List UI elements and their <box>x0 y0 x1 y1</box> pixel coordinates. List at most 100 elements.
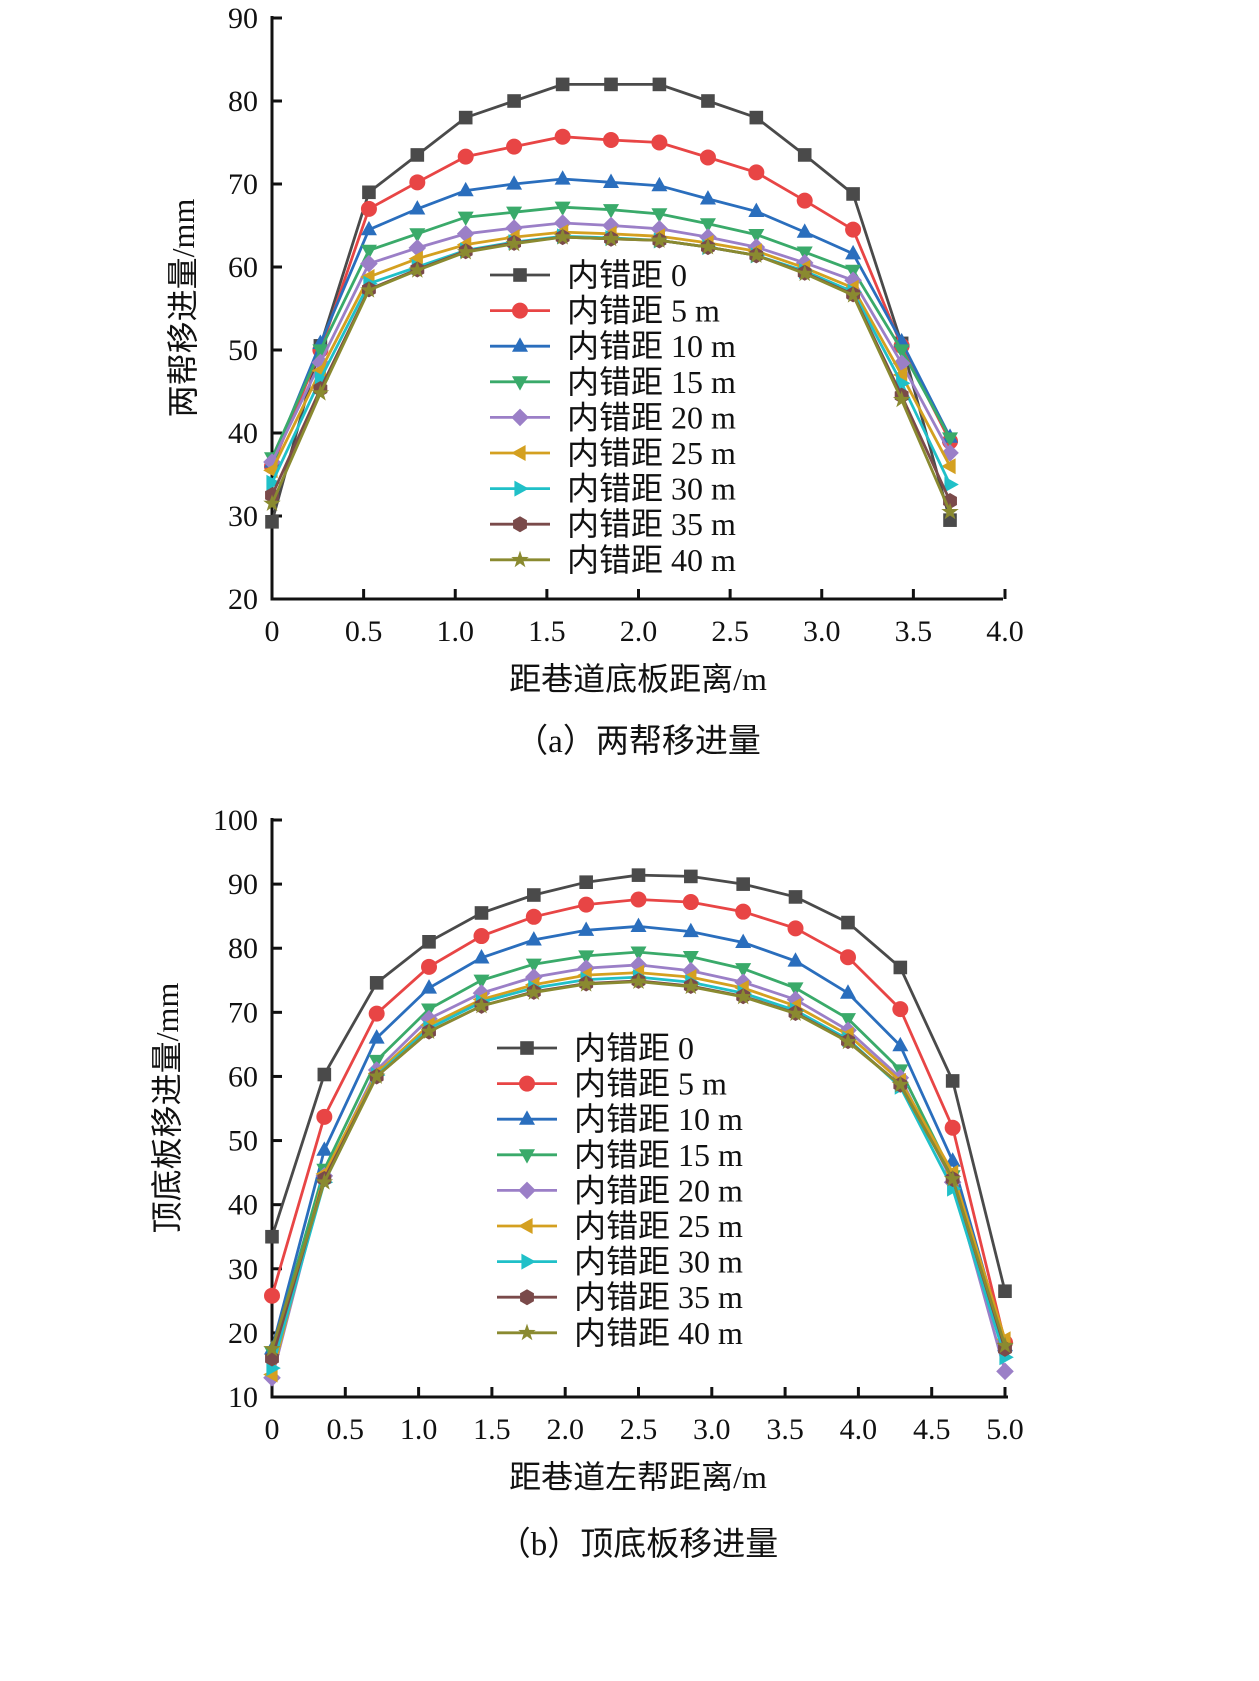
data-point-triangle-up <box>473 949 490 964</box>
x-tick-label: 2.5 <box>620 1413 658 1446</box>
y-tick-label: 90 <box>228 2 258 35</box>
data-point-star <box>682 977 700 995</box>
data-point-triangle-down <box>942 432 959 447</box>
legend-entry: 内错距 25 m <box>490 435 736 471</box>
y-tick-label: 80 <box>228 932 258 965</box>
legend-marker-diamond <box>518 1181 536 1200</box>
data-point-triangle-right <box>896 375 911 392</box>
data-point-circle <box>682 894 699 911</box>
data-point-triangle-up <box>554 170 571 185</box>
y-tick-label: 20 <box>228 1317 258 1350</box>
data-point-triangle-down <box>525 958 542 974</box>
data-point-triangle-up <box>651 176 668 192</box>
data-point-circle <box>457 148 474 165</box>
data-point-circle <box>360 200 377 217</box>
data-point-star <box>525 983 543 1000</box>
data-point-diamond <box>311 353 330 372</box>
legend-entry: 内错距 0 <box>490 257 687 293</box>
data-point-circle <box>603 132 620 149</box>
data-point-square <box>945 1074 960 1088</box>
y-tick-label: 100 <box>213 804 258 837</box>
data-point-square <box>893 960 908 975</box>
chart-b-roof-floor-displacement: 顶底板移进量/mm 距巷道左帮距离/m （b）顶底板移进量 10 20 30 40 50… <box>149 804 1024 1563</box>
data-point-square <box>736 877 750 891</box>
data-point-square <box>362 185 376 200</box>
series-1 <box>264 891 1013 1351</box>
data-point-triangle-right <box>944 476 959 493</box>
data-point-circle <box>473 928 490 945</box>
data-point-triangle-up <box>506 175 523 190</box>
data-point-diamond <box>629 956 648 974</box>
legend-entry: 内错距 10 m <box>490 328 736 364</box>
x-tick-label: 1.0 <box>400 1413 438 1446</box>
x-tick-label: 0 <box>265 615 280 648</box>
legend-marker-triangle-up <box>519 1110 535 1125</box>
legend-marker-triangle-left <box>518 1218 533 1234</box>
data-point-star <box>699 237 717 255</box>
data-point-diamond <box>263 453 281 471</box>
chart-a-caption: （a）两帮移进量 <box>515 723 761 760</box>
legend-marker-triangle-left <box>511 445 526 461</box>
x-tick-label: 3.5 <box>895 615 933 648</box>
data-point-triangle-down <box>682 950 699 966</box>
data-point-circle <box>578 896 595 913</box>
chart-b-ylabel: 顶底板移进量/mm <box>149 983 185 1234</box>
legend-entry: 内错距 10 m <box>497 1101 743 1137</box>
data-point-star <box>839 1032 857 1050</box>
chart-a-xlabel: 距巷道底板距离/m <box>509 661 767 697</box>
data-point-triangle-up <box>787 952 804 967</box>
x-tick-label: 3.0 <box>803 615 841 648</box>
data-point-square <box>474 906 489 920</box>
data-point-triangle-up <box>525 931 542 946</box>
legend-entry: 内错距 30 m <box>497 1244 743 1280</box>
data-point-triangle-up <box>368 1029 385 1044</box>
data-point-star <box>420 1022 438 1040</box>
chart-b-caption: （b）顶底板移进量 <box>498 1526 779 1563</box>
data-point-star <box>472 996 491 1014</box>
data-point-diamond <box>360 254 378 273</box>
data-point-circle <box>421 958 438 975</box>
data-point-square <box>631 868 646 882</box>
legend-label: 内错距 20 m <box>567 399 736 435</box>
legend-marker-hexagon <box>520 1289 534 1306</box>
y-tick-label: 60 <box>228 251 258 284</box>
legend-entry: 内错距 30 m <box>490 471 736 507</box>
data-point-diamond <box>505 219 523 237</box>
y-tick-label: 10 <box>228 1381 258 1414</box>
data-point-square <box>422 935 436 949</box>
data-point-star <box>602 229 620 247</box>
data-point-circle <box>316 1108 333 1125</box>
data-point-square <box>788 890 803 904</box>
data-point-triangle-down <box>409 228 426 243</box>
legend-entry: 内错距 40 m <box>490 542 736 578</box>
data-point-triangle-up <box>360 220 377 236</box>
data-point-triangle-up <box>796 223 813 238</box>
x-tick-label: 4.5 <box>913 1413 951 1446</box>
data-point-triangle-down <box>699 218 716 233</box>
data-point-triangle-down <box>457 211 474 226</box>
legend-label: 内错距 0 <box>574 1030 694 1066</box>
legend-entry: 内错距 20 m <box>497 1172 743 1208</box>
data-point-star <box>629 972 648 990</box>
data-point-circle <box>630 891 647 908</box>
chart-a-side-wall-displacement: 两帮移进量/mm 距巷道底板距离/m （a）两帮移进量 20 30 40 50 60 70… <box>165 2 1024 760</box>
data-point-circle <box>368 1005 385 1022</box>
legend-marker-circle <box>512 302 528 319</box>
series-8 <box>263 972 1014 1357</box>
y-tick-label: 40 <box>228 1189 258 1222</box>
data-point-square <box>527 888 541 902</box>
data-point-square <box>841 915 855 930</box>
data-point-triangle-down <box>578 950 595 965</box>
data-point-star <box>408 261 427 278</box>
data-point-diamond <box>795 254 814 272</box>
data-point-star <box>795 264 814 282</box>
data-point-star <box>360 281 378 298</box>
data-point-circle <box>748 164 765 181</box>
x-tick-label: 2.0 <box>546 1413 584 1446</box>
data-point-star <box>263 494 281 511</box>
data-point-triangle-up <box>603 173 620 188</box>
series-8 <box>263 227 959 520</box>
data-point-star <box>505 234 523 252</box>
data-point-triangle-up <box>845 244 862 260</box>
